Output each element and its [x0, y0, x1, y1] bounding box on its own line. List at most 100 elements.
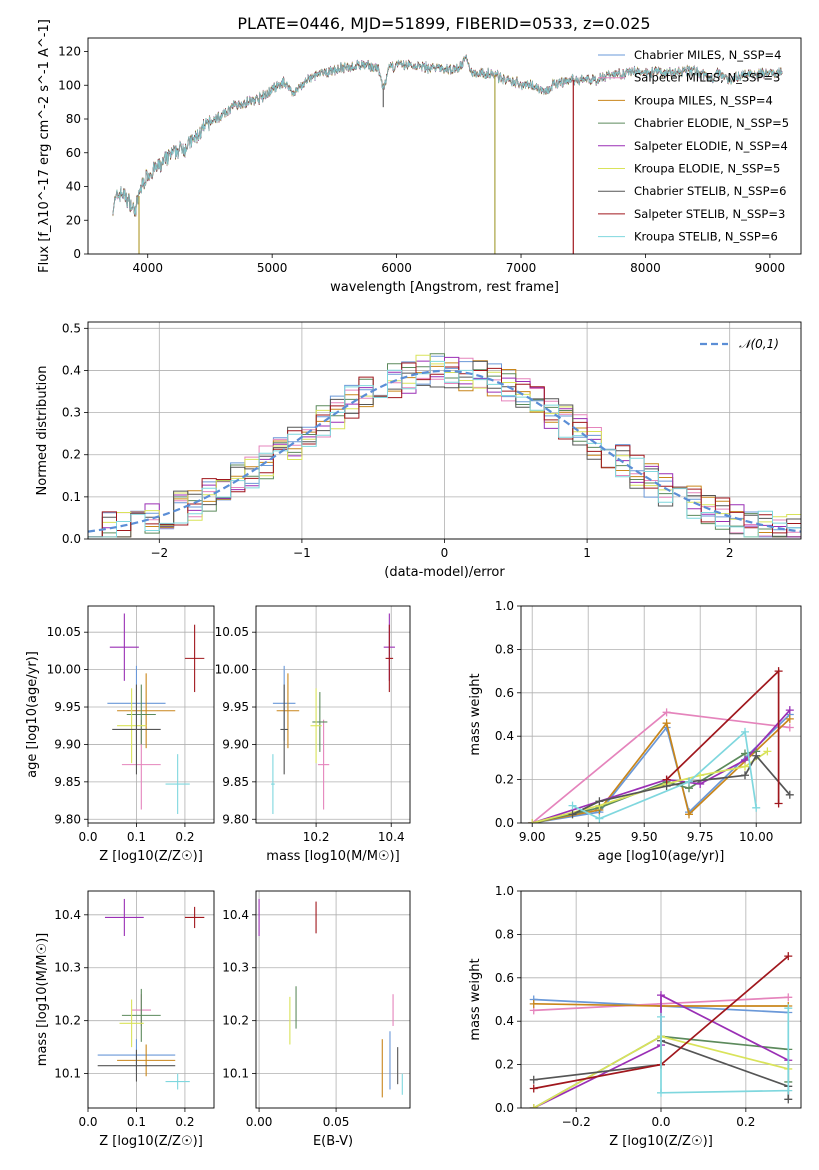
x-tick-label: 0.2 [175, 1115, 194, 1129]
weight-marker [784, 1004, 793, 1013]
weight-marker [529, 1075, 538, 1084]
x-tick-label: 0.0 [78, 830, 97, 844]
x-axis-label: Z [log10(Z/Z☉)] [609, 1134, 713, 1149]
y-tick-label: 10.2 [222, 1014, 249, 1028]
x-tick-label: 10.2 [303, 830, 330, 844]
weight-marker [528, 819, 537, 823]
x-tick-label: 0.2 [175, 830, 194, 844]
mass-vs-Z-panel: 0.0 0.1 0.2 10.1 10.2 10.3 10.4 Z [log10(Z/Z☉)]… [35, 890, 215, 1149]
y-axis-label: mass [log10(M/M☉)] [35, 933, 50, 1066]
weight-marker [741, 727, 749, 736]
weight-marker [741, 771, 749, 780]
y-tick-label: 80 [66, 112, 81, 126]
y-axis-label: age [log10(age/yr)] [25, 651, 40, 778]
error-bars [97, 898, 205, 1090]
weight-marker [657, 1088, 665, 1097]
y-tick-label: 0.6 [495, 971, 514, 985]
weight-lines [529, 952, 793, 1108]
weight-marker [774, 799, 783, 808]
y-tick-label: 9.90 [222, 737, 249, 751]
y-tick-label: 0.8 [495, 927, 514, 941]
x-tick-label: 0.1 [127, 830, 146, 844]
weight-lines [528, 667, 794, 823]
y-tick-label: 0.8 [495, 642, 514, 656]
weight-marker [657, 1012, 665, 1021]
weight-marker [529, 1104, 538, 1108]
x-tick-label: 2 [726, 546, 734, 560]
weight-marker [785, 714, 794, 723]
weight-marker [529, 1084, 538, 1093]
axes-frame [255, 890, 411, 1109]
legend-label: Kroupa ELODIE, N_SSP=5 [634, 162, 780, 176]
weight-line [531, 711, 790, 823]
x-tick-label: 9000 [755, 261, 786, 275]
x-tick-label: 5000 [257, 261, 288, 275]
y-tick-label: 9.95 [54, 700, 81, 714]
axes-frame [87, 890, 215, 1109]
y-tick-label: 0.3 [62, 406, 81, 420]
weight-marker [785, 723, 794, 732]
weight-marker [685, 810, 693, 819]
spectrum-lines [112, 54, 783, 254]
y-tick-label: 0.2 [62, 448, 81, 462]
x-tick-label: 0.05 [323, 1115, 350, 1129]
weight-marker [784, 1086, 793, 1095]
weight-marker [568, 801, 577, 810]
weight-marker [595, 797, 604, 806]
x-tick-label: 0 [441, 546, 449, 560]
histograms [88, 353, 801, 538]
x-tick-label: 0.1 [127, 1115, 146, 1129]
y-tick-label: 1.0 [495, 599, 514, 613]
weight-marker [741, 762, 749, 771]
y-tick-label: 0.1 [62, 490, 81, 504]
y-tick-label: 10.00 [47, 663, 81, 677]
weight-line [660, 1008, 790, 1094]
y-axis-label: Normed distribution [35, 366, 50, 496]
axes-frame [255, 605, 411, 824]
legend-label: Chabrier STELIB, N_SSP=6 [634, 184, 786, 198]
x-tick-label: 8000 [630, 261, 661, 275]
y-tick-label: 0.2 [495, 773, 514, 787]
y-tick-label: 0.0 [495, 816, 514, 830]
weight-marker [595, 814, 604, 823]
weight-marker [784, 993, 793, 1002]
x-tick-label: −0.2 [562, 1115, 591, 1129]
y-tick-label: 10.1 [54, 1067, 81, 1081]
y-tick-label: 10.05 [47, 625, 81, 639]
x-tick-label: 9.50 [631, 830, 658, 844]
axes-frame [520, 605, 802, 824]
y-tick-label: 0.6 [495, 686, 514, 700]
y-axis-label: mass weight [468, 958, 483, 1040]
spectrum-legend: Chabrier MILES, N_SSP=4 Salpeter MILES, N… [598, 48, 789, 244]
weight-marker [752, 803, 761, 812]
y-tick-label: 10.00 [215, 663, 249, 677]
x-axis-label: Z [log10(Z/Z☉)] [99, 1134, 203, 1149]
weight-marker [529, 999, 538, 1008]
y-tick-label: 10.4 [54, 908, 81, 922]
y-tick-label: 100 [58, 78, 81, 92]
weight-marker [784, 952, 793, 961]
legend-label: Salpeter ELODIE, N_SSP=4 [634, 139, 788, 153]
axes-frame [87, 321, 802, 540]
weight-marker [662, 775, 671, 784]
weight-marker [657, 991, 665, 1000]
y-tick-label: 9.90 [54, 737, 81, 751]
y-tick-label: 0.2 [495, 1058, 514, 1072]
axes-frame [87, 605, 215, 824]
axes-frame [520, 890, 802, 1109]
x-tick-label: −2 [150, 546, 168, 560]
mass-vs-ebv-panel: 0.00 0.05 10.1 10.2 10.3 10.4 E(B-V) [222, 890, 411, 1149]
spectrum-panel: 4000 5000 6000 7000 8000 9000 0 20 40 60 80 100 120 w… [37, 19, 802, 295]
panels: 4000 5000 6000 7000 8000 9000020406080100120w… [25, 19, 802, 1149]
x-tick-label: 4000 [132, 261, 163, 275]
x-axis-label: wavelength [Angstrom, rest frame] [330, 280, 559, 295]
legend-label: Chabrier MILES, N_SSP=4 [634, 48, 781, 62]
y-tick-label: 20 [66, 213, 81, 227]
x-tick-label: −1 [293, 546, 311, 560]
y-tick-label: 10.05 [215, 625, 249, 639]
x-tick-label: 0.0 [78, 1115, 97, 1129]
y-tick-label: 9.85 [54, 775, 81, 789]
y-tick-label: 10.1 [222, 1067, 249, 1081]
massweight-vs-age-panel: 9.00 9.25 9.50 9.75 10.00 0.0 0.2 0.4 0.6 0.8 1.0 a… [468, 599, 802, 864]
